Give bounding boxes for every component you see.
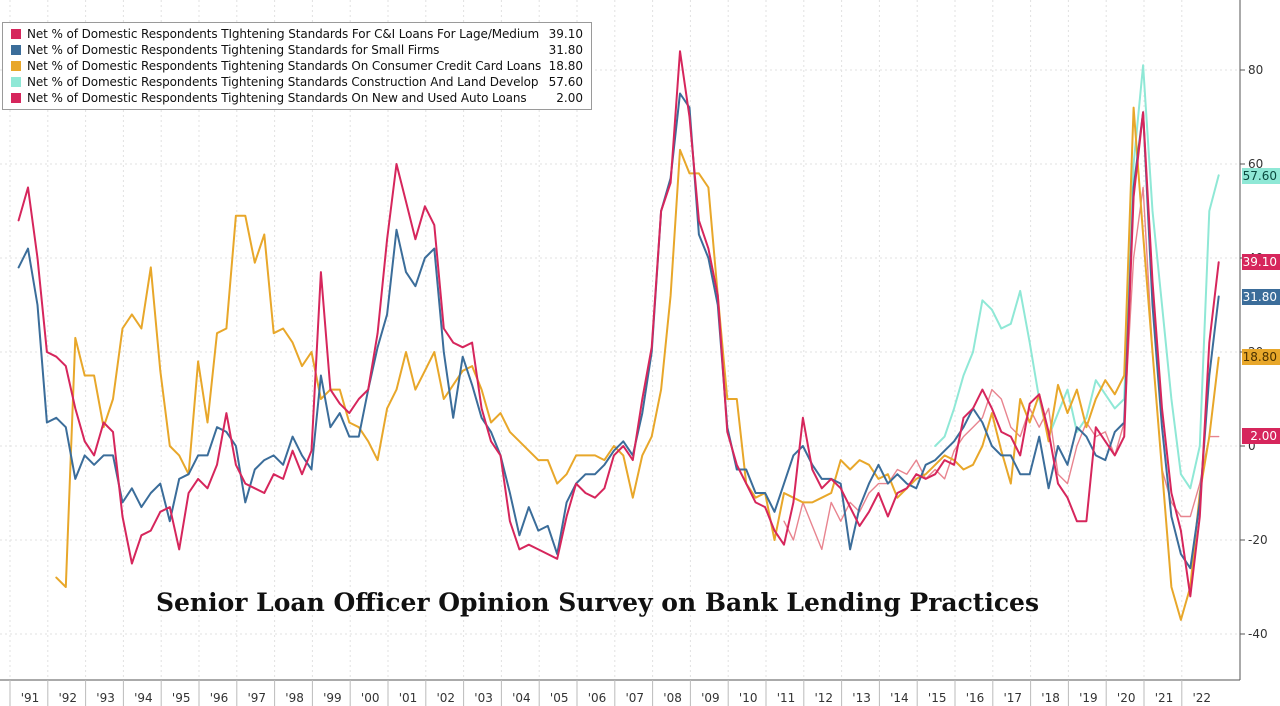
value-badge-box [1242,289,1280,305]
x-tick-label: '96 [210,691,229,705]
x-axis: '91 '92 '93 '94 '95 '96 '97 '98 '99 '00 '01 '02 '03 '… [0,679,1240,706]
value-badge: 18.80 [1242,349,1280,365]
value-badge-box [1242,428,1280,444]
legend-swatch [11,77,21,87]
x-tick-label: '92 [59,691,78,705]
y-tick-label: 0 [1248,439,1256,453]
value-badge-label: 18.80 [1243,350,1277,364]
legend-value: 18.80 [548,59,583,73]
legend-label: Net % of Domestic Respondents Tightening… [27,91,527,105]
legend-label: Net % of Domestic Respondents Tightening… [27,75,539,89]
chart-series-layer [17,50,1220,621]
x-tick-label: '17 [1004,691,1023,705]
x-tick-label: '20 [1117,691,1136,705]
y-tick-label: 60 [1248,157,1263,171]
x-tick-label: '01 [399,691,418,705]
x-tick-label: '93 [96,691,115,705]
chart-title: Senior Loan Officer Opinion Survey on Ba… [155,588,1040,617]
y-axis: 806040200-20-40 [1239,0,1268,680]
series-line-0 [17,50,1220,598]
legend-swatch [11,61,21,71]
value-badge-label: 31.80 [1243,290,1277,304]
value-badges: 57.60 39.10 31.80 18.80 2.00 [1242,168,1280,444]
legend-value: 2.00 [556,91,583,105]
x-tick-label: '04 [512,691,531,705]
x-tick-label: '05 [550,691,569,705]
value-badge-box [1242,349,1280,365]
legend-value: 57.60 [548,75,583,89]
x-tick-label: '22 [1193,691,1212,705]
legend-label: Net % of Domestic Respondents Tightening… [27,43,440,57]
legend-item-auto-loans: Net % of Domestic Respondents Tightening… [3,90,591,106]
series-line-2 [55,106,1220,621]
x-tick-label: '12 [815,691,834,705]
x-tick-label: '95 [172,691,191,705]
x-tick-label: '13 [852,691,871,705]
x-tick-label: '15 [928,691,947,705]
y-tick-label: -40 [1248,627,1268,641]
x-tick-label: '91 [21,691,40,705]
x-tick-label: '98 [285,691,304,705]
x-tick-label: '19 [1079,691,1098,705]
value-badge: 31.80 [1242,289,1280,305]
legend-label: Net % of Domestic Respondents Tightening… [27,59,542,73]
legend-swatch [11,93,21,103]
x-tick-label: '18 [1041,691,1060,705]
value-badge-label: 57.60 [1243,169,1277,183]
legend-item-ci-loans: Net % of Domestic Respondents TIghtening… [3,26,591,42]
series-line-1 [17,92,1220,570]
value-badge: 57.60 [1242,168,1280,184]
y-tick-label: -20 [1248,533,1268,547]
value-badge-box [1242,168,1280,184]
legend-item-small-firms: Net % of Domestic Respondents Tightening… [3,42,591,58]
legend-swatch [11,45,21,55]
series-line-3 [934,64,1220,490]
x-tick-label: '94 [134,691,153,705]
x-tick-label: '00 [361,691,380,705]
x-tick-label: '07 [626,691,645,705]
x-tick-label: '21 [1155,691,1174,705]
value-badge-label: 2.00 [1250,429,1277,443]
legend-swatch [11,29,21,39]
chart-legend: Net % of Domestic Respondents TIghtening… [2,22,592,110]
x-tick-label: '08 [663,691,682,705]
x-tick-label: '02 [437,691,456,705]
value-badge-box [1242,254,1280,270]
x-tick-label: '06 [588,691,607,705]
legend-value: 39.10 [548,27,583,41]
legend-label: Net % of Domestic Respondents TIghtening… [27,27,540,41]
legend-item-credit-card: Net % of Domestic Respondents Tightening… [3,58,591,74]
value-badge: 2.00 [1242,428,1280,444]
x-tick-label: '03 [474,691,493,705]
x-tick-label: '09 [701,691,720,705]
value-badge-label: 39.10 [1243,255,1277,269]
y-tick-label: 80 [1248,63,1263,77]
x-tick-label: '16 [966,691,985,705]
legend-item-construction: Net % of Domestic Respondents Tightening… [3,74,591,90]
x-tick-label: '99 [323,691,342,705]
x-tick-label: '97 [248,691,267,705]
x-tick-label: '10 [739,691,758,705]
value-badge: 39.10 [1242,254,1280,270]
x-tick-label: '14 [890,691,909,705]
series-line-4 [783,186,1220,551]
legend-value: 31.80 [548,43,583,57]
x-tick-label: '11 [777,691,796,705]
